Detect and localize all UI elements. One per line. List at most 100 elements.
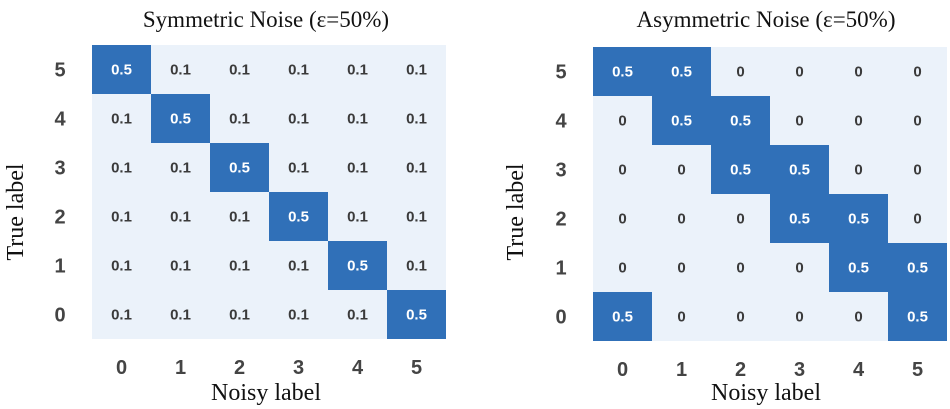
- heatmap-cell: [711, 96, 770, 145]
- y-axis-label: True label: [503, 163, 529, 260]
- heatmap-cell: [151, 94, 210, 143]
- heatmap-cell: [269, 290, 328, 339]
- cell-value-label: 0.1: [229, 258, 250, 275]
- heatmap-cell: [711, 194, 770, 243]
- cell-value-label: 0.5: [111, 62, 132, 79]
- cell-value-label: 0.1: [229, 62, 250, 79]
- heatmap-cell: [92, 143, 151, 192]
- cell-value-label: 0: [677, 309, 685, 326]
- x-tick-label: 2: [735, 359, 746, 381]
- heatmap-cell: [888, 292, 947, 341]
- heatmap-cell: [387, 45, 446, 94]
- cell-value-label: 0: [618, 211, 626, 228]
- cell-value-label: 0.5: [406, 307, 427, 324]
- heatmap-cell: [92, 290, 151, 339]
- cell-value-label: 0.1: [347, 62, 368, 79]
- heatmap-cell: [652, 47, 711, 96]
- cell-value-label: 0.1: [111, 111, 132, 128]
- heatmap-cell: [387, 241, 446, 290]
- cell-value-label: 0.1: [111, 160, 132, 177]
- heatmap-cell: [92, 45, 151, 94]
- cell-value-label: 0: [677, 211, 685, 228]
- cell-value-label: 0: [795, 309, 803, 326]
- cell-value-label: 0: [677, 260, 685, 277]
- cell-value-label: 0.1: [111, 258, 132, 275]
- cell-value-label: 0: [677, 162, 685, 179]
- heatmap-cell: [210, 241, 269, 290]
- heatmap-cell: [593, 292, 652, 341]
- heatmap-cell: [593, 96, 652, 145]
- cell-value-label: 0.1: [288, 62, 309, 79]
- cell-value-label: 0.1: [288, 307, 309, 324]
- heatmap-cell: [151, 290, 210, 339]
- heatmap-cell: [888, 194, 947, 243]
- cell-value-label: 0.1: [111, 307, 132, 324]
- cell-value-label: 0: [913, 64, 921, 81]
- cell-value-label: 0: [736, 64, 744, 81]
- cell-value-label: 0.5: [612, 309, 633, 326]
- x-tick-label: 1: [676, 359, 687, 381]
- heatmap-cell: [770, 292, 829, 341]
- heatmap-cell: [387, 290, 446, 339]
- heatmap-cell: [328, 241, 387, 290]
- cell-value-label: 0: [618, 113, 626, 130]
- heatmap-cell: [387, 94, 446, 143]
- cell-value-label: 0.5: [671, 64, 692, 81]
- heatmap-cell: [151, 241, 210, 290]
- heatmap-cell: [328, 290, 387, 339]
- cell-value-label: 0.1: [347, 111, 368, 128]
- heatmap-cell: [269, 94, 328, 143]
- x-tick-label: 0: [617, 359, 628, 381]
- heatmap-cell: [770, 96, 829, 145]
- y-tick-label: 1: [555, 258, 566, 280]
- cell-value-label: 0.1: [406, 209, 427, 226]
- heatmap-cells: 0.5 0.1 0.1 0.1 0.1 0.1 0.1 0.5 0.1 0.1 0.1 0.1 0.1 0…: [92, 45, 446, 339]
- heatmap-cell: [770, 145, 829, 194]
- heatmap-cell: [770, 243, 829, 292]
- x-axis-label: Noisy label: [211, 380, 321, 406]
- cell-value-label: 0.1: [229, 111, 250, 128]
- heatmap-cell: [652, 243, 711, 292]
- heatmap-cell: [888, 96, 947, 145]
- heatmap-cell: [593, 194, 652, 243]
- x-tick-labels: 0 1 2 3 4 5: [116, 357, 422, 379]
- heatmap-cell: [888, 243, 947, 292]
- cell-value-label: 0: [854, 309, 862, 326]
- heatmap-cell: [711, 243, 770, 292]
- heatmap-cell: [829, 292, 888, 341]
- heatmap-cell: [593, 47, 652, 96]
- cell-value-label: 0: [736, 260, 744, 277]
- heatmap-cell: [652, 145, 711, 194]
- x-axis-label: Noisy label: [711, 380, 821, 406]
- heatmap-cell: [711, 47, 770, 96]
- y-tick-label: 0: [54, 305, 65, 327]
- cell-value-label: 0.1: [288, 160, 309, 177]
- y-tick-label: 4: [555, 111, 567, 133]
- cell-value-label: 0: [854, 162, 862, 179]
- cell-value-label: 0: [795, 113, 803, 130]
- heatmap-cell: [829, 96, 888, 145]
- heatmap-cell: [210, 45, 269, 94]
- heatmap-cell: [210, 143, 269, 192]
- x-tick-labels: 0 1 2 3 4 5: [617, 359, 923, 381]
- heatmap-cell: [328, 192, 387, 241]
- heatmap-cell: [92, 94, 151, 143]
- heatmap-cell: [829, 47, 888, 96]
- heatmap-cell: [593, 145, 652, 194]
- x-tick-label: 5: [411, 357, 422, 379]
- heatmap-cell: [652, 96, 711, 145]
- cell-value-label: 0: [854, 64, 862, 81]
- symmetric-noise-heatmap: Symmetric Noise (ε=50%) Noisy label True…: [3, 7, 446, 406]
- cell-value-label: 0: [795, 64, 803, 81]
- heatmap-cells: 0.5 0.5 0 0 0 0 0 0.5 0.5 0 0 0 0 0 0.5 0.5 0 0 0 0 0 0.5 0.5 0…: [593, 47, 947, 341]
- y-axis-label: True label: [3, 163, 29, 260]
- asymmetric-noise-heatmap: Asymmetric Noise (ε=50%) Noisy label Tru…: [503, 7, 947, 406]
- heatmap-cell: [711, 292, 770, 341]
- cell-value-label: 0.1: [170, 209, 191, 226]
- y-tick-label: 2: [555, 209, 566, 231]
- cell-value-label: 0: [736, 211, 744, 228]
- cell-value-label: 0.5: [848, 260, 869, 277]
- y-tick-label: 3: [555, 160, 566, 182]
- heatmap-cell: [269, 241, 328, 290]
